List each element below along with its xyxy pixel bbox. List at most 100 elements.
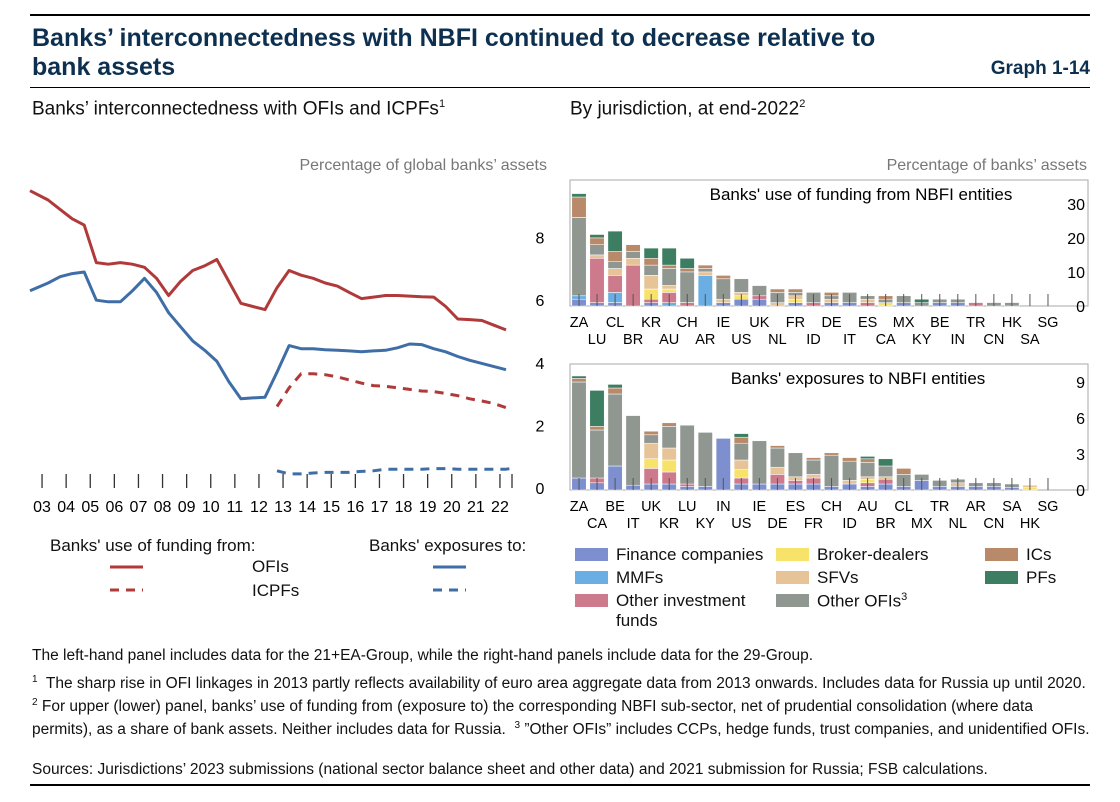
- bar-segment: [769, 288, 785, 293]
- bar-segment: [733, 469, 749, 479]
- x-tick-label: 20: [443, 499, 461, 516]
- chart-title: Banks' use of funding from NBFI entities: [710, 185, 1013, 204]
- legend-pfs: PFs: [1026, 568, 1057, 587]
- x-tick-label: 09: [178, 499, 196, 516]
- x-tick-label: 21: [467, 499, 485, 516]
- x-tick-label: 08: [154, 499, 172, 516]
- note-panels: The left-hand panel includes data for th…: [32, 647, 814, 664]
- bar-segment: [860, 458, 876, 463]
- y-tick-label: 0: [536, 481, 545, 498]
- bar-segment: [643, 247, 659, 259]
- bar-segment: [715, 275, 731, 280]
- bar-segment: [878, 465, 894, 478]
- legend-other-investment-funds: Other investment funds: [616, 591, 746, 630]
- x-tick-label: BE: [605, 499, 625, 515]
- x-tick-label: 13: [274, 499, 292, 516]
- left-panel-title: Banks’ interconnectedness with OFIs and …: [32, 98, 446, 120]
- x-tick-label: US: [731, 332, 751, 348]
- y-tick-label: 2: [536, 418, 545, 435]
- x-tick-label: IT: [843, 332, 856, 348]
- funding-bar-chart: Banks' use of funding from NBFI entities…: [569, 179, 1089, 348]
- x-tick-label: SG: [1038, 315, 1059, 331]
- y-tick-label: 4: [536, 356, 545, 373]
- bar-segment: [679, 424, 695, 485]
- series-line: [29, 189, 507, 332]
- x-tick-label: IN: [716, 499, 731, 515]
- legend-ofis-label: OFIs: [252, 557, 289, 576]
- x-tick-label: MX: [911, 516, 933, 532]
- x-tick-label: 15: [322, 499, 340, 516]
- bar-segment: [769, 466, 785, 475]
- bar-segment: [589, 426, 605, 431]
- y-tick-label: 3: [1076, 447, 1085, 464]
- swatch-finance-companies: [575, 548, 608, 561]
- legend-ics: ICs: [1026, 545, 1052, 564]
- x-tick-label: KY: [696, 516, 716, 532]
- bar-segment: [806, 457, 821, 461]
- y-tick-label: 6: [536, 293, 545, 310]
- x-tick-label: LU: [588, 332, 607, 348]
- bar-segment: [842, 460, 858, 481]
- chart-title: Banks' exposures to NBFI entities: [731, 369, 986, 388]
- bar-segment: [806, 459, 821, 475]
- bar-segment: [589, 390, 605, 427]
- x-tick-label: BR: [623, 332, 643, 348]
- x-tick-label: DE: [821, 315, 841, 331]
- bar-segment: [661, 422, 677, 427]
- x-tick-label: CA: [587, 516, 607, 532]
- x-tick-label: 18: [395, 499, 413, 516]
- swatch-pfs: [985, 571, 1018, 584]
- x-tick-label: 22: [491, 499, 509, 516]
- bar-segment: [787, 452, 803, 478]
- bar-segment: [824, 452, 839, 456]
- bottom-rule: [30, 784, 1090, 786]
- footnotes: 1 The sharp rise in OFI linkages in 2013…: [32, 674, 1090, 739]
- left-legend-keys: [110, 565, 466, 592]
- bar-segment: [860, 456, 876, 460]
- series-line: [275, 372, 513, 412]
- x-tick-label: KY: [912, 332, 932, 348]
- x-tick-label: 12: [250, 499, 268, 516]
- x-tick-label: SA: [1020, 332, 1040, 348]
- y-tick-label: 9: [1076, 375, 1085, 392]
- swatch-broker-dealers: [776, 548, 809, 561]
- bar-segment: [589, 234, 605, 239]
- bar-segment: [607, 230, 623, 252]
- x-tick-label: UK: [641, 499, 661, 515]
- bar-segment: [571, 378, 587, 383]
- bar-segment: [661, 459, 677, 473]
- legend-finance-companies: Finance companies: [616, 545, 764, 564]
- x-tick-label: HK: [1020, 516, 1040, 532]
- bar-segment: [607, 384, 623, 389]
- swatch-mmfs: [575, 571, 608, 584]
- bar-segment: [733, 459, 749, 470]
- y-tick-label: 0: [1076, 483, 1085, 500]
- bar-segment: [643, 458, 659, 469]
- bar-segment: [661, 447, 677, 461]
- y-tick-label: 8: [536, 231, 545, 248]
- x-tick-label: IN: [951, 332, 966, 348]
- x-tick-label: NL: [949, 516, 968, 532]
- x-tick-label: AU: [858, 499, 878, 515]
- x-tick-label: DE: [767, 516, 787, 532]
- x-tick-label: MX: [893, 315, 915, 331]
- bar-segment: [878, 458, 894, 467]
- x-tick-label: CN: [983, 332, 1004, 348]
- x-tick-label: 19: [419, 499, 437, 516]
- x-tick-label: SA: [1002, 499, 1022, 515]
- sources: Sources: Jurisdictions’ 2023 submissions…: [32, 761, 988, 778]
- bar-segment: [571, 381, 587, 479]
- x-tick-label: ES: [786, 499, 805, 515]
- x-tick-label: AR: [695, 332, 715, 348]
- bar-segment: [571, 375, 587, 379]
- x-tick-label: HK: [1002, 315, 1022, 331]
- y-tick-label: 30: [1067, 197, 1085, 214]
- x-tick-label: TR: [930, 499, 949, 515]
- bar-segment: [842, 457, 858, 462]
- top-rule: [30, 14, 1090, 16]
- bar-segment: [751, 440, 767, 485]
- x-tick-label: KR: [641, 315, 661, 331]
- bar-segment: [607, 387, 623, 395]
- x-tick-label: CH: [821, 499, 842, 515]
- legend-funding-heading: Banks' use of funding from:: [50, 536, 256, 555]
